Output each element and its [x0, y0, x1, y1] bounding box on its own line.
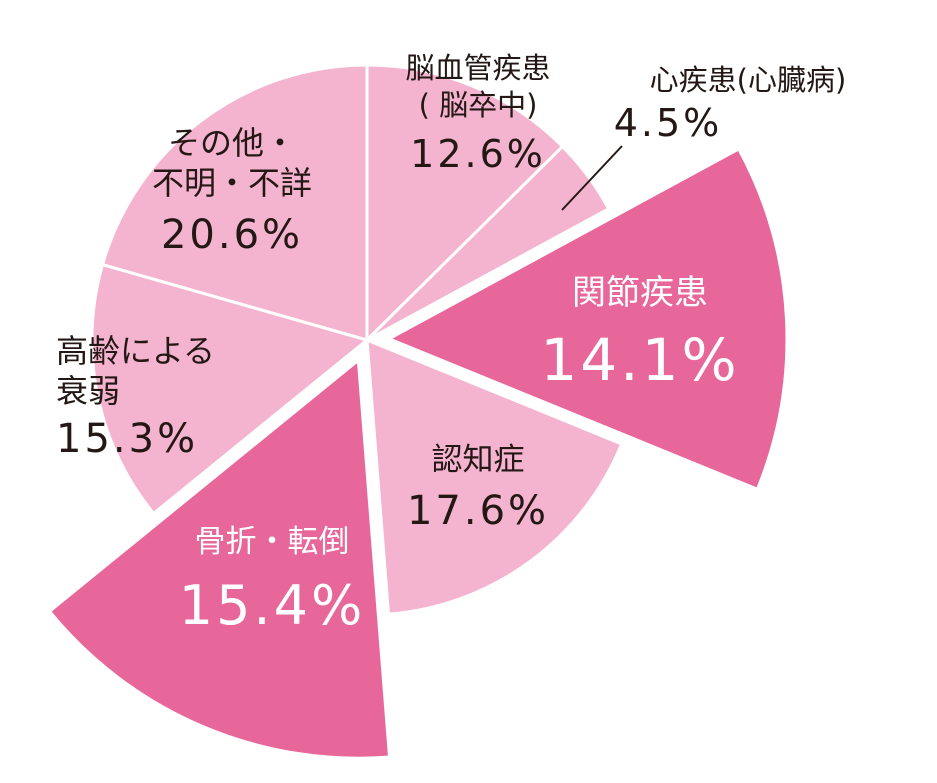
category-label-joint: 関節疾患 — [572, 273, 708, 313]
pie-slices — [47, 63, 789, 760]
value-label-dementia: 17.6% — [407, 488, 549, 534]
pie-slice-heart — [365, 144, 611, 342]
category-label-line2-frailty: 衰弱 — [56, 372, 120, 410]
pie-slice-cerebrovascular — [365, 63, 565, 344]
leader-line-heart — [561, 145, 623, 211]
value-label-cerebrovascular: 12.6% — [410, 132, 546, 176]
value-label-joint: 14.1% — [540, 326, 739, 394]
pie-slice-joint — [385, 146, 789, 492]
value-label-heart: 4.5% — [614, 101, 723, 145]
value-label-other: 20.6% — [161, 212, 303, 258]
category-label-line2-other: 不明・不詳 — [152, 164, 312, 202]
category-label-line2-cerebrovascular: ( 脳卒中) — [419, 88, 538, 122]
category-label-fracture: 骨折・転倒 — [195, 524, 350, 560]
value-label-frailty: 15.3% — [56, 416, 198, 462]
pie-slice-other — [100, 63, 369, 342]
pie-labels: 脳血管疾患( 脳卒中) 12.6% 心疾患(心臓病) 4.5% 関節疾患 14.1% 認知症… — [56, 51, 846, 637]
category-label-other: その他・ — [168, 124, 296, 162]
category-label-dementia: 認知症 — [432, 442, 525, 478]
value-label-fracture: 15.4% — [179, 574, 366, 637]
category-label-heart: 心疾患(心臓病) — [650, 63, 847, 97]
pie-slice-dementia — [365, 337, 624, 616]
category-label-cerebrovascular: 脳血管疾患 — [405, 51, 550, 85]
pie-slice-frailty — [90, 262, 371, 516]
pie-slice-fracture — [47, 357, 392, 760]
category-label-frailty: 高齢による — [56, 332, 215, 370]
